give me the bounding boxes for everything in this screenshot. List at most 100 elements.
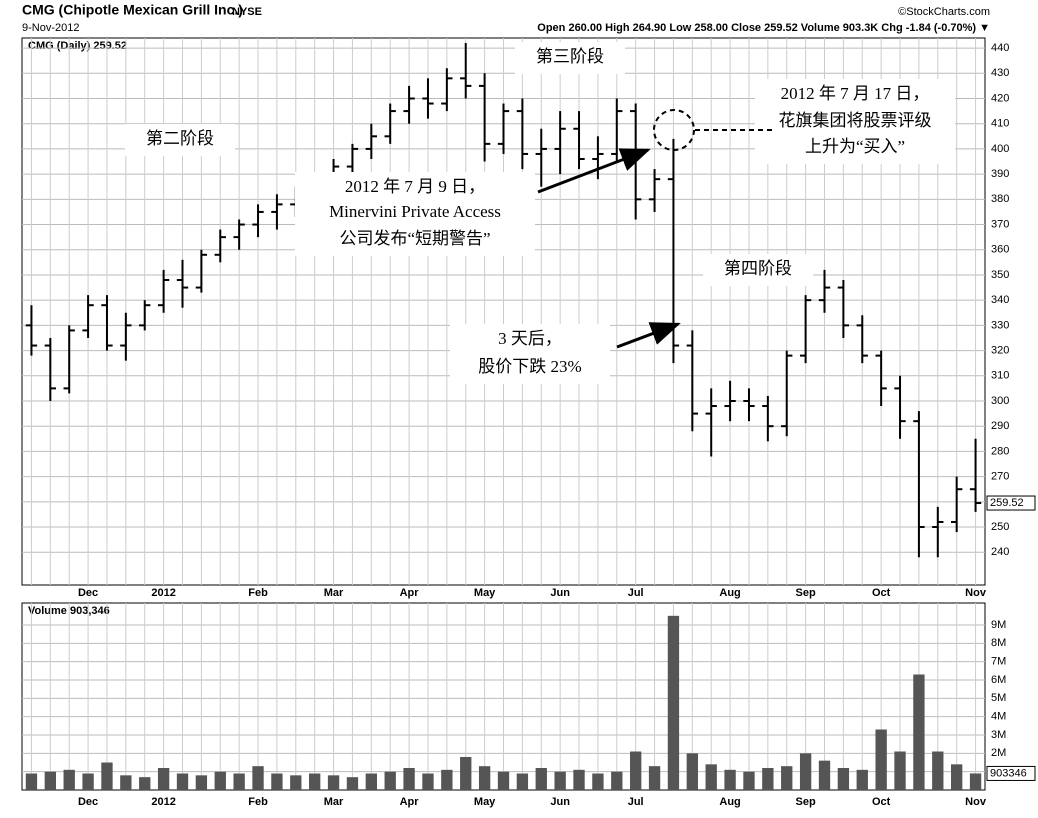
volume-bar — [630, 751, 642, 790]
y-tick-label: 6M — [991, 674, 1006, 686]
volume-bar — [705, 764, 717, 790]
annotation: 2012 年 7 月 9 日， — [345, 177, 485, 196]
volume-bar — [403, 768, 415, 790]
annotation: 第四阶段 — [724, 259, 792, 278]
volume-bar — [951, 764, 963, 790]
volume-bar — [157, 768, 170, 790]
x-tick-label: Aug — [719, 587, 740, 599]
volume-bar — [139, 777, 151, 790]
volume-bar — [516, 773, 529, 790]
annotation-box — [703, 254, 813, 286]
arrow — [537, 148, 651, 194]
volume-bar — [837, 768, 850, 790]
volume-bar — [365, 773, 377, 790]
annotation: 公司发布“短期警告” — [339, 229, 490, 248]
volume-bar — [611, 771, 623, 790]
volume-bar — [573, 769, 585, 790]
source: ©StockCharts.com — [898, 6, 990, 18]
y-tick-label: 420 — [991, 92, 1009, 104]
x-tick-label: Mar — [324, 796, 344, 808]
volume-bar — [818, 760, 831, 790]
volume-bar — [346, 777, 359, 790]
x-tick-label: Sep — [796, 587, 816, 599]
x-tick-label: Apr — [400, 587, 420, 599]
y-tick-label: 9M — [991, 619, 1006, 631]
volume-bar — [214, 771, 226, 790]
y-tick-label: 2M — [991, 747, 1006, 759]
y-tick-label: 370 — [991, 218, 1009, 230]
volume-bar — [724, 769, 736, 790]
y-tick-label: 4M — [991, 711, 1006, 723]
date: 9-Nov-2012 — [22, 22, 79, 34]
y-tick-label: 240 — [991, 546, 1009, 558]
y-tick-label: 320 — [991, 344, 1009, 356]
legend: CMG (Daily) 259.52 — [28, 40, 127, 52]
y-tick-label: 310 — [991, 370, 1009, 382]
volume-bar — [667, 615, 680, 790]
arrow — [616, 322, 681, 349]
x-tick-label: May — [474, 796, 496, 808]
x-tick-label: Feb — [248, 587, 268, 599]
x-tick-label: Feb — [248, 796, 268, 808]
volume-bar — [762, 768, 774, 790]
volume-bar — [82, 773, 94, 790]
x-tick-label: Mar — [324, 587, 344, 599]
volume-bar — [233, 773, 245, 790]
volume-bar — [25, 773, 38, 790]
annotation: 2012 年 7 月 17 日， — [781, 84, 930, 103]
y-tick-label: 7M — [991, 656, 1006, 668]
volume-bar — [648, 766, 661, 790]
annotation: 花旗集团将股票评级 — [779, 111, 932, 130]
volume-bar — [63, 769, 75, 790]
volume-bar — [271, 773, 283, 790]
exchange: NYSE — [232, 6, 262, 18]
volume-bar — [894, 751, 906, 790]
x-tick-label: Jul — [628, 587, 644, 599]
x-tick-label: Oct — [872, 587, 891, 599]
last-volume-label: 903346 — [990, 767, 1027, 779]
y-tick-label: 440 — [991, 42, 1009, 54]
x-tick-label: Nov — [965, 796, 987, 808]
last-price-box — [986, 495, 1036, 511]
x-tick-label: 2012 — [151, 587, 175, 599]
x-tick-label: Jul — [628, 796, 644, 808]
volume-bar — [686, 753, 698, 790]
annotation-box — [515, 42, 625, 74]
x-tick-label: Jun — [550, 796, 570, 808]
y-tick-label: 270 — [991, 471, 1009, 483]
annotation: Minervini Private Access — [329, 202, 501, 221]
y-tick-label: 340 — [991, 294, 1009, 306]
y-tick-label: 360 — [991, 244, 1009, 256]
quote: Open 260.00 High 264.90 Low 258.00 Close… — [537, 22, 990, 34]
volume-bar — [441, 769, 453, 790]
volume-bar — [195, 775, 208, 790]
annotation: 3 天后， — [498, 329, 562, 348]
last-price-label: 259.52 — [990, 497, 1024, 509]
volume-bar — [913, 674, 925, 790]
volume-bar — [384, 771, 396, 790]
annotation: 股价下跌 23% — [478, 357, 581, 376]
volume-bar — [309, 773, 321, 790]
annotation-box — [450, 324, 610, 384]
volume-bar — [327, 775, 340, 790]
annotation: 第三阶段 — [536, 47, 604, 66]
chart-title: CMG (Chipotle Mexican Grill Inc.) — [22, 2, 243, 18]
y-tick-label: 280 — [991, 445, 1009, 457]
volume-bar — [478, 766, 491, 790]
last-volume-box — [986, 765, 1036, 781]
y-tick-label: 250 — [991, 521, 1009, 533]
x-tick-label: Dec — [78, 587, 98, 599]
volume-bar — [101, 762, 113, 790]
volume-bar — [875, 729, 887, 790]
x-tick-label: May — [474, 587, 496, 599]
volume-bar — [535, 768, 547, 790]
volume-bar — [799, 753, 812, 790]
y-tick-label: 350 — [991, 269, 1009, 281]
x-tick-label: Nov — [965, 587, 987, 599]
volume-bar — [290, 775, 302, 790]
y-tick-label: 300 — [991, 395, 1009, 407]
volume-bar — [969, 773, 982, 790]
volume-bar — [554, 771, 566, 790]
x-tick-label: Jun — [550, 587, 570, 599]
